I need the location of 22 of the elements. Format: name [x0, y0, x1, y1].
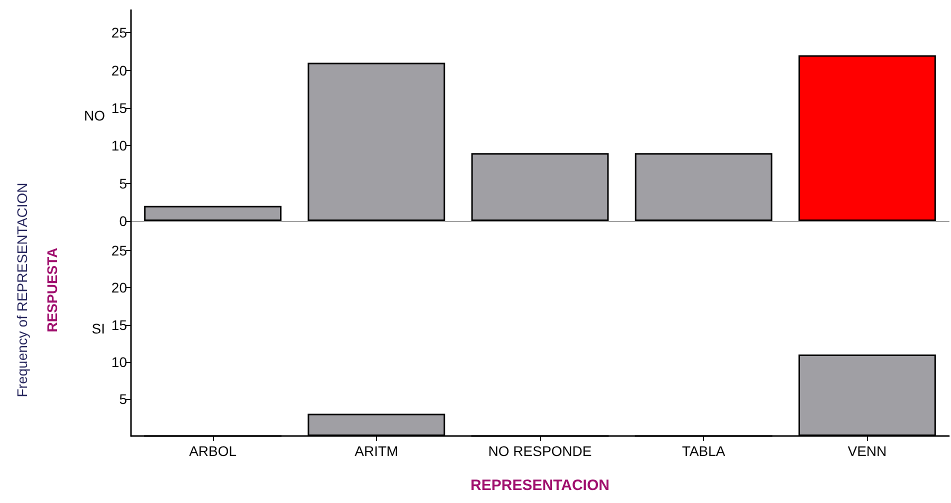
bar [798, 55, 936, 221]
y-tick-label: 10 [111, 354, 128, 370]
y-tick-label: 20 [111, 62, 128, 78]
x-tick-label: ARITM [354, 443, 398, 459]
y-tick-label: 25 [111, 24, 128, 41]
text: RESPUESTA [44, 248, 60, 332]
x-tick-label: NO RESPONDE [488, 443, 592, 459]
x-tick-label: TABLA [682, 443, 726, 459]
y-axis-title: SI [92, 320, 105, 336]
x-axis-title: REPRESENTACION [470, 477, 610, 494]
y-tick-label: 0 [119, 213, 128, 229]
y-tick-label: 5 [119, 175, 128, 192]
y-tick-label: 15 [111, 100, 128, 116]
x-tick-label: VENN [848, 443, 887, 459]
x-tick-label: ARBOL [189, 443, 237, 459]
y-tick-label: 10 [111, 138, 128, 154]
y-axis-title: NO [84, 108, 106, 124]
y-tick-label: 20 [111, 280, 128, 296]
text: Frequency of REPRESENTACION [14, 182, 30, 398]
y-tick-label: 25 [111, 242, 128, 259]
y-tick-label: 15 [111, 316, 128, 333]
y-tick-label: 5 [119, 390, 128, 407]
